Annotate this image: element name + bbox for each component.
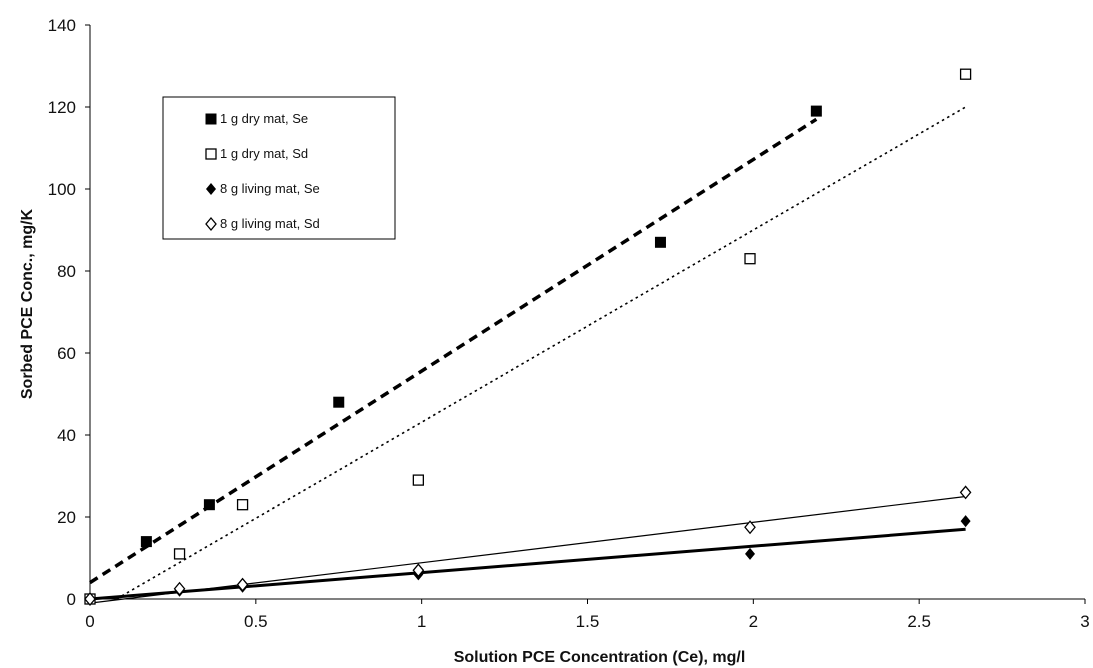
y-tick-label: 120 [48, 98, 76, 117]
x-tick-label: 3 [1080, 612, 1089, 631]
data-point [203, 499, 215, 511]
legend-label: 8 g living mat, Se [220, 181, 320, 196]
data-point [959, 68, 972, 80]
y-tick-label: 80 [57, 262, 76, 281]
data-point [960, 515, 971, 528]
y-tick-label: 0 [67, 590, 76, 609]
data-point [236, 499, 249, 511]
axes [85, 24, 1086, 604]
data-point [140, 536, 152, 548]
x-tick-label: 2 [749, 612, 758, 631]
data-point [236, 577, 249, 592]
data-point [744, 253, 756, 265]
trendline [89, 495, 966, 604]
trendline [116, 106, 967, 600]
legend-marker [205, 148, 217, 160]
legend-label: 1 g dry mat, Sd [220, 146, 308, 161]
legend: 1 g dry mat, Se 1 g dry mat, Sd 8 g living… [162, 96, 396, 240]
legend-marker [205, 216, 217, 232]
x-axis-title: Solution PCE Concentration (Ce), mg/l [454, 649, 746, 666]
data-point [810, 105, 822, 117]
y-tick-labels: 0 20 40 60 80 100 120 140 [48, 16, 76, 609]
x-tick-label: 0.5 [244, 612, 268, 631]
data-point [412, 474, 425, 486]
x-tick-label: 2.5 [907, 612, 931, 631]
x-tick-label: 1.5 [576, 612, 600, 631]
data-point [412, 563, 425, 578]
data-point [745, 547, 756, 560]
legend-box [162, 96, 396, 240]
y-axis-title: Sorbed PCE Conc., mg/K [19, 208, 36, 399]
data-point [84, 591, 96, 607]
data-point [333, 396, 345, 408]
data-point [654, 236, 666, 248]
y-tick-label: 140 [48, 16, 76, 35]
data-point [959, 485, 972, 500]
legend-marker [205, 113, 217, 125]
data-points [84, 68, 972, 607]
x-tick-label: 0 [85, 612, 94, 631]
legend-marker [206, 183, 216, 195]
y-tick-label: 20 [57, 508, 76, 527]
y-tick-label: 40 [57, 426, 76, 445]
legend-label: 8 g living mat, Sd [220, 216, 320, 231]
data-point [744, 520, 756, 535]
y-tick-label: 100 [48, 180, 76, 199]
x-tick-labels: 0 0.5 1 1.5 2 2.5 3 [85, 612, 1089, 631]
data-point [173, 581, 186, 596]
y-tick-label: 60 [57, 344, 76, 363]
trendline [89, 527, 966, 601]
legend-label: 1 g dry mat, Se [220, 111, 308, 126]
x-tick-label: 1 [417, 612, 426, 631]
data-point [173, 548, 186, 560]
